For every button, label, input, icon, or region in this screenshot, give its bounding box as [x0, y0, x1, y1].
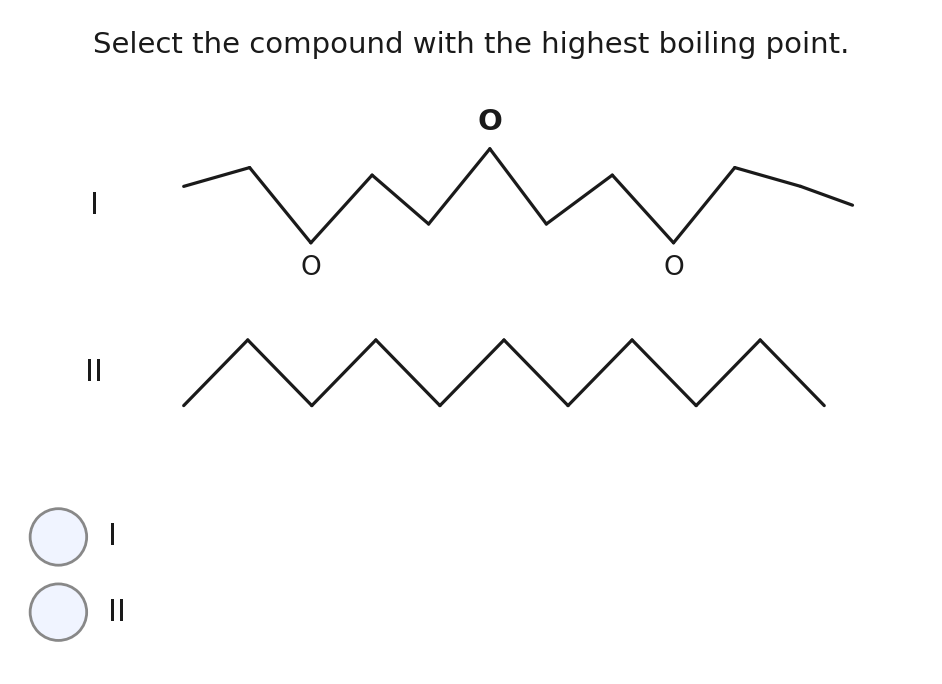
Text: I: I [108, 523, 118, 551]
Text: O: O [663, 255, 684, 281]
Text: O: O [478, 109, 502, 137]
Text: Select the compound with the highest boiling point.: Select the compound with the highest boi… [93, 31, 849, 59]
Text: II: II [108, 598, 126, 627]
Ellipse shape [30, 509, 87, 565]
Text: II: II [85, 358, 104, 387]
Text: O: O [300, 255, 321, 281]
Ellipse shape [30, 584, 87, 640]
Text: I: I [89, 191, 99, 220]
